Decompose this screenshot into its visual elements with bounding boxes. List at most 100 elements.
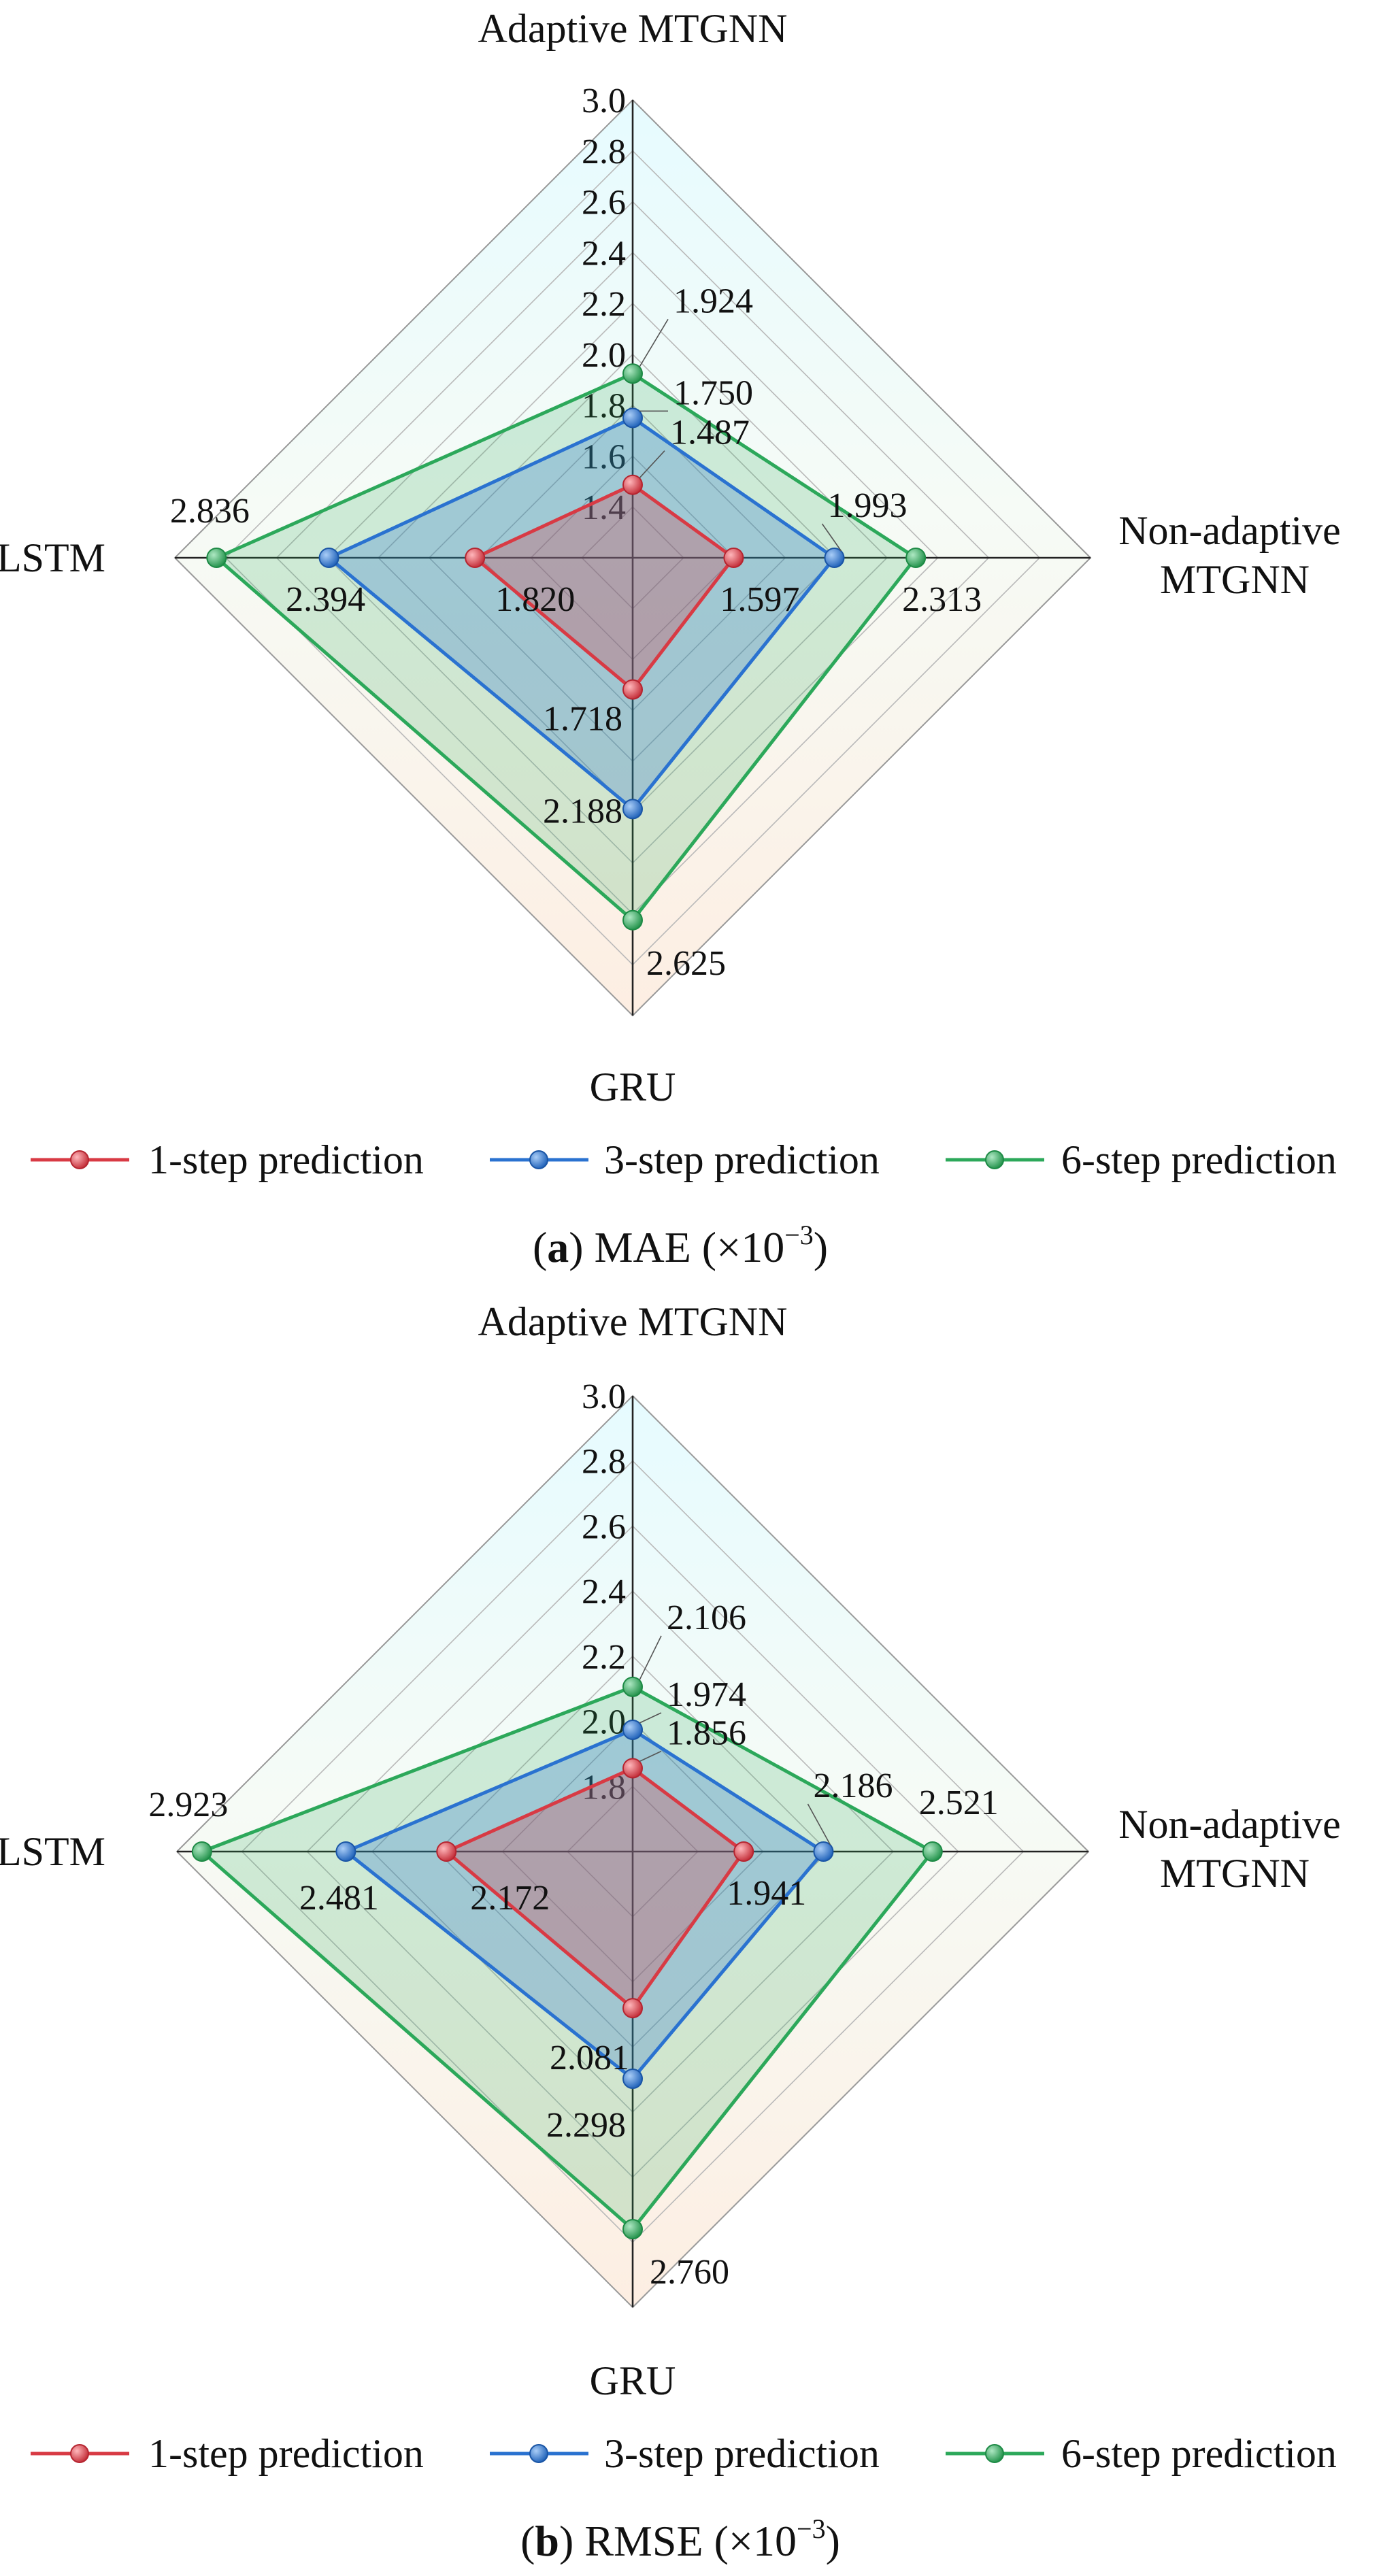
mae-radar-plot: 1.41.61.82.02.22.42.62.83.01.9241.7501.4… [170,82,1092,1017]
legend-marker-green [985,1150,1004,1169]
tick-label: 1.6 [582,437,626,476]
axis-title-non-adaptive-mtgnn: Non-adaptive MTGNN [1118,1802,1351,1896]
data-label: 2.188 [543,792,622,831]
data-label: 1.597 [720,580,799,619]
point-1-step-non-adaptive-mtgnn [723,548,744,568]
legend-item-6-step: 6-step prediction [946,2431,1337,2476]
axis-title-lstm: LSTM [0,535,105,580]
tick-label: 2.2 [582,1638,626,1677]
caption-b: (b) RMSE (×10−3) [520,2513,840,2565]
data-label: 1.487 [670,414,750,452]
data-label: 2.172 [470,1879,550,1918]
legend-marker-red [70,2444,89,2463]
point-3-step-gru [622,799,643,820]
legend-item-3-step: 3-step prediction [490,1137,880,1182]
tick-label: 2.6 [582,184,626,222]
data-label: 2.521 [919,1784,999,1822]
legend-marker-blue [529,1150,548,1169]
legend-b: 1-step prediction 3-step prediction 6-st… [31,2431,1337,2476]
legend-marker-green [985,2444,1004,2463]
legend-label: 6-step prediction [1061,1137,1337,1182]
tick-label: 2.0 [582,336,626,375]
point-1-step-gru [622,1998,643,2019]
data-label: 1.924 [673,282,753,320]
data-label: 1.974 [667,1675,746,1714]
data-label: 1.750 [673,373,753,412]
legend-item-6-step: 6-step prediction [946,1137,1337,1182]
tick-label: 1.4 [582,488,626,527]
axis-title-gru: GRU [590,2358,676,2403]
data-label: 2.836 [170,492,250,531]
axis-title-adaptive-mtgnn: Adaptive MTGNN [478,6,788,51]
legend-item-1-step: 1-step prediction [31,1137,424,1182]
data-label: 2.298 [546,2106,626,2145]
label-leader-line [639,318,669,367]
axis-title-adaptive-mtgnn: Adaptive MTGNN [478,1299,788,1344]
data-label: 1.820 [495,580,575,619]
data-label: 1.993 [827,486,907,525]
legend-label: 6-step prediction [1061,2431,1337,2476]
point-6-step-lstm [206,548,227,568]
tick-label: 2.8 [582,1443,626,1482]
legend-label: 3-step prediction [604,2431,880,2476]
label-leader-line [807,1803,831,1845]
axis-title-lstm: LSTM [0,1829,105,1874]
point-1-step-lstm [465,548,486,568]
label-leader-line [639,450,665,479]
caption-a: (a) MAE (×10−3) [533,1220,828,1271]
point-1-step-non-adaptive-mtgnn [733,1841,754,1862]
tick-label: 2.4 [582,234,626,273]
rmse-radar-plot: 1.82.02.22.42.62.83.02.1061.9741.8562.18… [148,1377,1090,2309]
legend-a: 1-step prediction 3-step prediction 6-st… [31,1137,1337,1182]
point-6-step-non-adaptive-mtgnn [922,1841,943,1862]
point-3-step-adaptive-mtgnn [622,1720,643,1741]
legend-item-3-step: 3-step prediction [490,2431,880,2476]
label-leader-line [821,523,842,552]
point-3-step-non-adaptive-mtgnn [824,548,845,568]
legend-label: 3-step prediction [604,1137,880,1182]
point-6-step-gru [622,909,643,931]
data-label: 1.941 [727,1874,806,1913]
point-6-step-lstm [191,1841,212,1862]
point-6-step-gru [622,2219,643,2240]
legend-marker-red [70,1150,89,1169]
label-leader-line [639,1750,662,1762]
point-3-step-lstm [335,1841,356,1862]
point-6-step-non-adaptive-mtgnn [905,548,927,568]
data-label: 1.856 [667,1713,746,1752]
axis-title-gru: GRU [590,1065,676,1109]
axis-title-non-adaptive-mtgnn: Non-adaptive MTGNN [1118,508,1351,602]
point-3-step-lstm [318,548,339,568]
label-leader-line [639,1635,662,1681]
legend-marker-blue [529,2444,548,2463]
data-label: 2.394 [286,580,365,619]
point-3-step-non-adaptive-mtgnn [813,1841,834,1862]
point-1-step-gru [622,679,643,700]
tick-label: 2.2 [582,285,626,324]
data-label: 2.186 [813,1767,893,1805]
point-6-step-adaptive-mtgnn [622,363,643,384]
point-1-step-adaptive-mtgnn [622,1758,643,1779]
rmse-radar-panel: Adaptive MTGNN Non-adaptive MTGNN GRU LS… [0,1299,1351,2403]
tick-label: 2.6 [582,1507,626,1546]
label-leader-line [639,1712,662,1724]
data-label: 2.923 [148,1786,228,1824]
data-label: 2.081 [550,2039,629,2077]
data-label: 2.625 [646,944,726,983]
point-1-step-adaptive-mtgnn [622,474,643,495]
tick-label: 2.4 [582,1573,626,1611]
tick-label: 2.8 [582,133,626,171]
data-label: 2.760 [650,2253,729,2292]
point-3-step-adaptive-mtgnn [622,407,643,429]
point-3-step-gru [622,2069,643,2090]
mae-radar-panel: Adaptive MTGNN Non-adaptive MTGNN GRU LS… [0,6,1351,1109]
point-1-step-lstm [436,1841,457,1862]
tick-label: 3.0 [582,1377,626,1416]
legend-label: 1-step prediction [148,2431,424,2476]
data-label: 2.106 [667,1599,746,1637]
point-6-step-adaptive-mtgnn [622,1676,643,1697]
data-label: 2.481 [299,1879,379,1918]
data-label: 1.718 [543,700,622,739]
legend-item-1-step: 1-step prediction [31,2431,424,2476]
